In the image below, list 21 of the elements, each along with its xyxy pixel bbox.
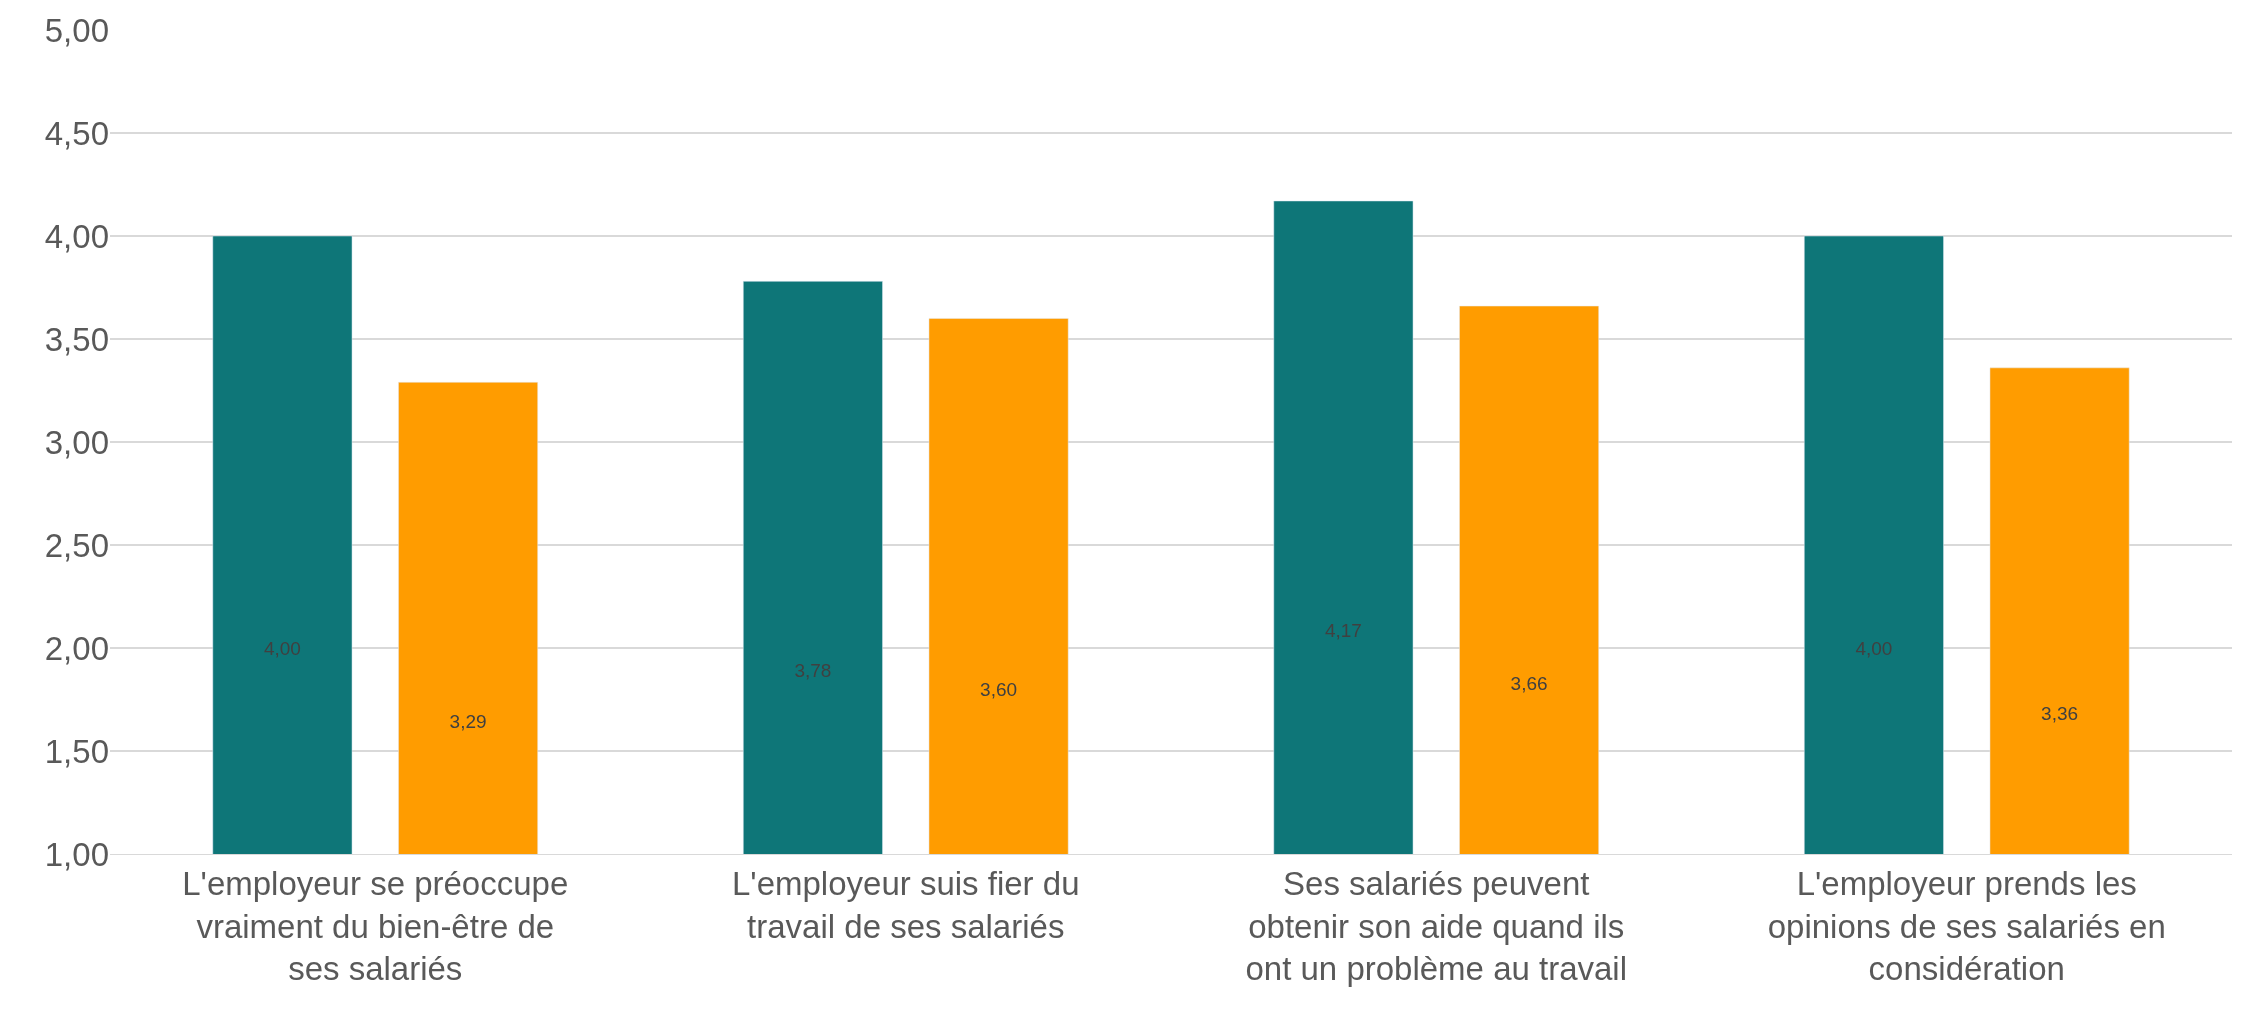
data-label: 4,00	[1855, 637, 1893, 659]
data-label: 3,36	[2041, 703, 2079, 725]
x-tick-label: Ses salariés peuvent obtenir son aide quand ils ont un problème au travail	[1245, 864, 1628, 988]
y-tick-label: 3,00	[44, 423, 109, 461]
y-tick-label: 3,50	[44, 320, 109, 358]
y-tick-label: 2,00	[44, 629, 109, 667]
data-label: 3,29	[449, 710, 487, 732]
y-tick-label: 4,00	[44, 217, 109, 255]
data-label: 3,78	[794, 660, 832, 682]
data-label: 4,00	[263, 637, 301, 659]
x-tick-label: L'employeur se préoccupe vraiment du bien-être de ses salariés	[182, 864, 569, 988]
x-tick-label: L'employeur prends les opinions de ses salariés en considération	[1767, 864, 2166, 988]
x-tick-label: L'employeur suis fier du travail de ses salariés	[732, 864, 1080, 945]
y-tick-label: 1,00	[44, 835, 109, 873]
data-label: 3,60	[980, 678, 1018, 700]
data-label: 4,17	[1324, 619, 1362, 641]
y-tick-label: 2,50	[44, 526, 109, 564]
y-tick-label: 4,50	[44, 114, 109, 152]
y-tick-label: 5,00	[44, 11, 109, 49]
data-label: 3,66	[1510, 672, 1548, 694]
y-tick-label: 1,50	[44, 732, 109, 770]
